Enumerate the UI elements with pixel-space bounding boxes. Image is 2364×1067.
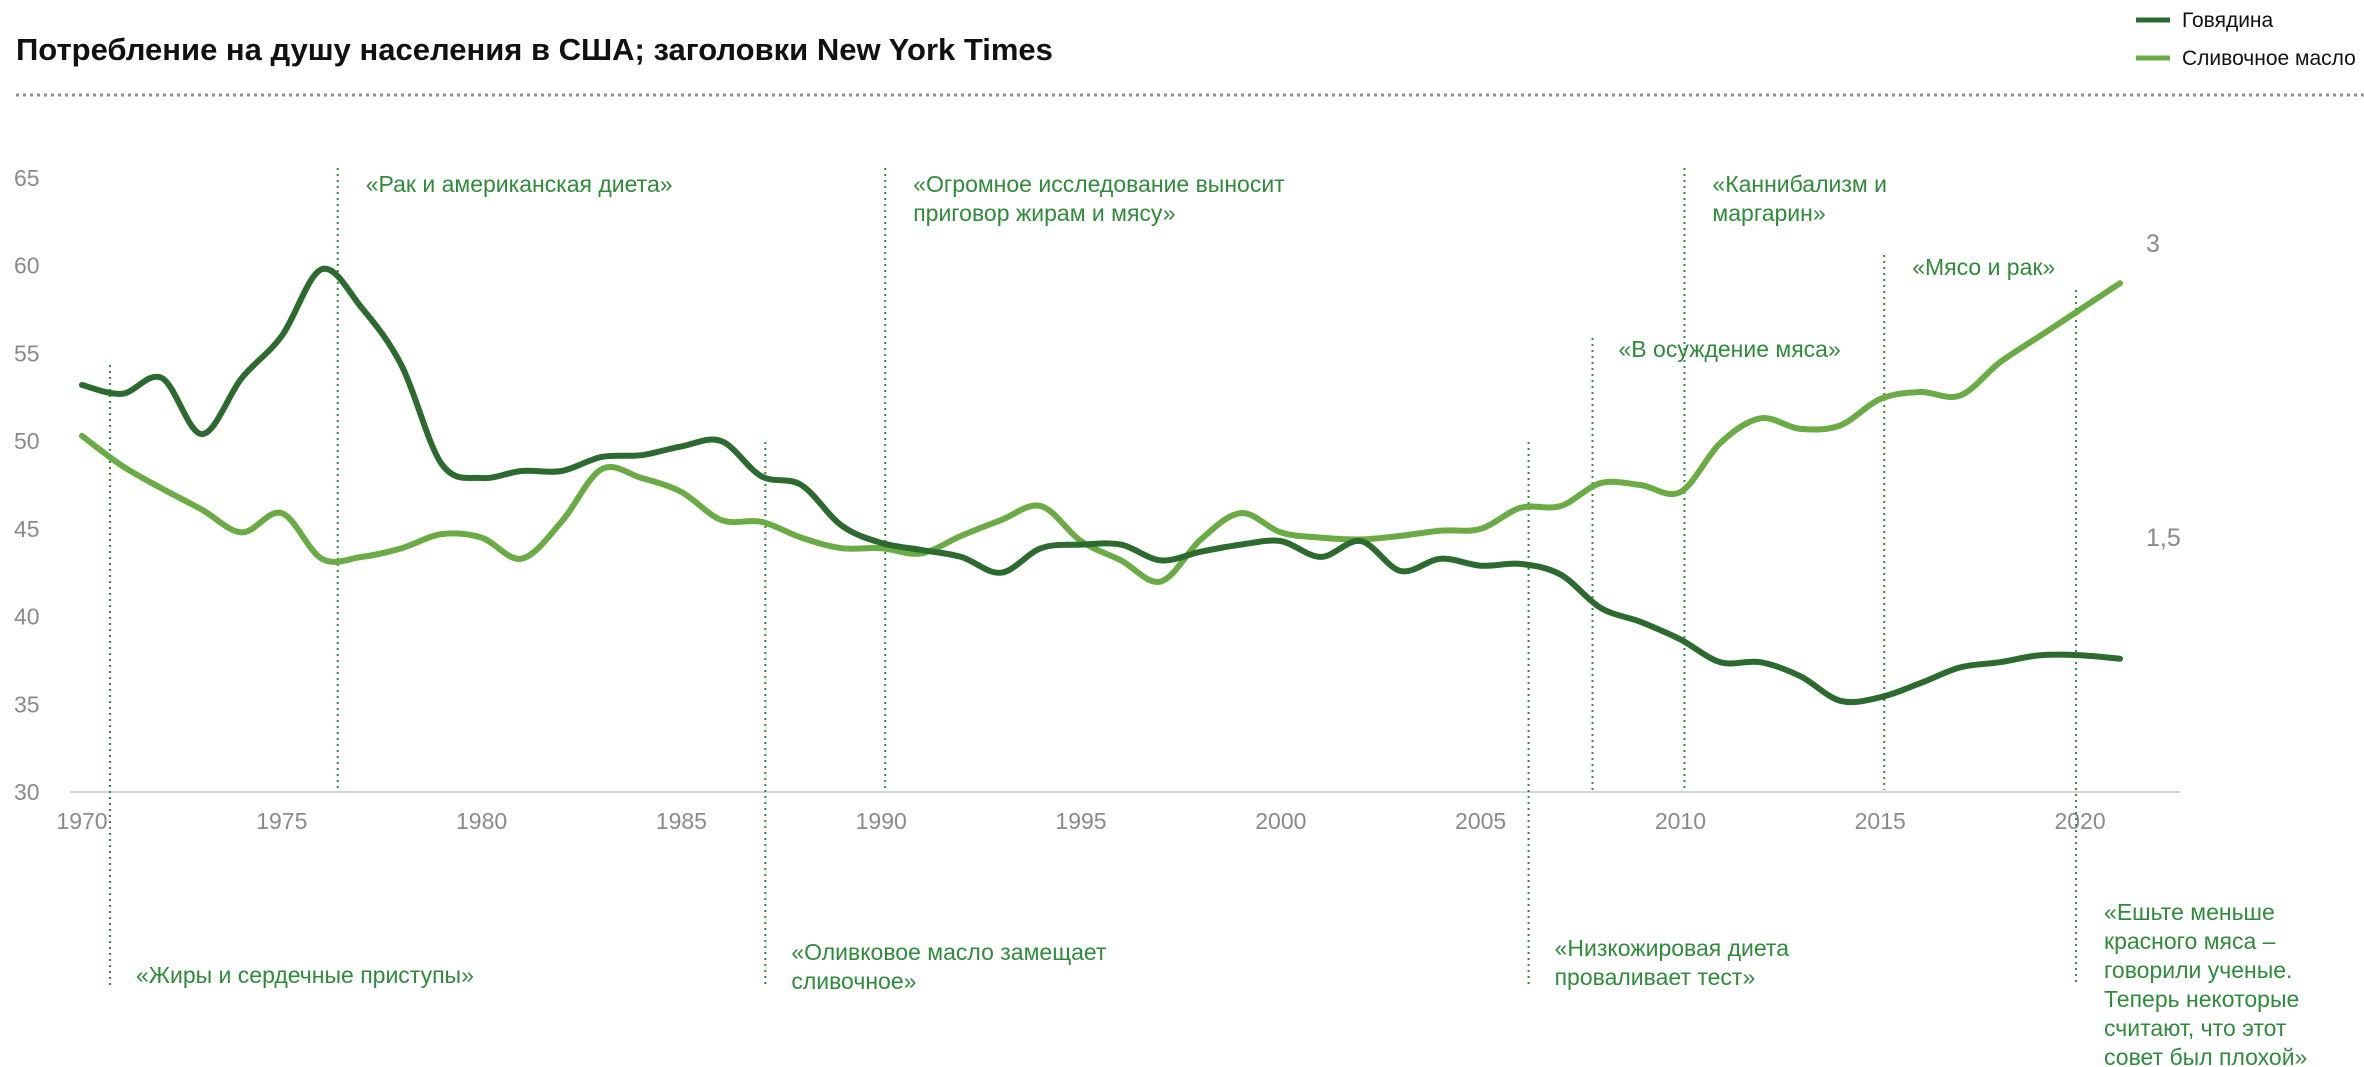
right-axis-labels: 31,5 bbox=[2146, 230, 2181, 552]
annotation-line-text: «Рак и американская диета» bbox=[366, 171, 673, 197]
chart-title: Потребление на душу населения в США; заг… bbox=[16, 32, 1053, 67]
right-axis-label: 3 bbox=[2146, 230, 2160, 258]
annotation-line-text: приговор жирам и мясу» bbox=[913, 200, 1175, 226]
annotation-text: «Огромное исследование выносит приговор ж… bbox=[913, 171, 1285, 226]
annotation-text: «Мясо и рак» bbox=[1912, 254, 2055, 280]
annotation-line-text: считают, что этот bbox=[2104, 1015, 2287, 1041]
annotation-line-text: сливочное» bbox=[791, 968, 916, 994]
y-tick-label: 45 bbox=[14, 516, 40, 542]
y-tick-label: 60 bbox=[14, 253, 40, 279]
annotation-line-text: «Жиры и сердечные приступы» bbox=[136, 962, 474, 988]
y-tick-label: 65 bbox=[14, 165, 40, 191]
y-tick-label: 30 bbox=[14, 779, 40, 805]
x-tick-label: 2000 bbox=[1255, 808, 1306, 834]
annotation-text: «Рак и американская диета» bbox=[366, 171, 673, 197]
x-tick-label: 1975 bbox=[256, 808, 307, 834]
series-layer bbox=[79, 265, 2123, 706]
annotation-line-text: «Каннибализм и bbox=[1712, 171, 1887, 197]
annotation-text: «Оливковое масло замещает сливочное» bbox=[791, 939, 1107, 994]
x-tick-label: 1995 bbox=[1055, 808, 1106, 834]
x-tick-label: 2015 bbox=[1855, 808, 1906, 834]
x-tick-label: 1980 bbox=[456, 808, 507, 834]
right-axis-label: 1,5 bbox=[2146, 524, 2181, 552]
x-tick-label: 1985 bbox=[656, 808, 707, 834]
annotation-line-text: «Мясо и рак» bbox=[1912, 254, 2055, 280]
annotation-line-text: проваливает тест» bbox=[1555, 964, 1756, 990]
annotation-text: «Каннибализм и маргарин» bbox=[1712, 171, 1887, 226]
x-tick-label: 2010 bbox=[1655, 808, 1706, 834]
annotations: «Жиры и сердечные приступы» «Рак и америк… bbox=[108, 168, 2307, 1067]
annotation-line-text: «Огромное исследование выносит bbox=[913, 171, 1285, 197]
annotation-text: «В осуждение мяса» bbox=[1619, 336, 1841, 362]
annotation-line-text: «В осуждение мяса» bbox=[1619, 336, 1841, 362]
legend-label: Сливочное масло bbox=[2182, 47, 2356, 70]
legend-label: Говядина bbox=[2182, 9, 2274, 32]
x-tick-label: 1970 bbox=[56, 808, 107, 834]
y-axis: 30 35 40 45 50 55 60 65 bbox=[14, 165, 40, 805]
legend: Говядина Сливочное масло bbox=[2136, 9, 2356, 70]
x-tick-label: 2020 bbox=[2054, 808, 2105, 834]
annotation-text: «Низкожировая диета проваливает тест» bbox=[1555, 935, 1790, 990]
annotation-line-text: красного мяса – bbox=[2104, 928, 2276, 954]
annotation-line-text: маргарин» bbox=[1712, 200, 1825, 226]
annotation-text: «Жиры и сердечные приступы» bbox=[136, 962, 474, 988]
x-tick-label: 2005 bbox=[1455, 808, 1506, 834]
series-line-butter bbox=[79, 280, 2123, 585]
y-tick-label: 40 bbox=[14, 604, 40, 630]
y-tick-label: 35 bbox=[14, 691, 40, 717]
annotation-line-text: «Ешьте меньше bbox=[2104, 899, 2275, 925]
annotation-line-text: Теперь некоторые bbox=[2104, 986, 2299, 1012]
annotation-line-text: «Низкожировая диета bbox=[1555, 935, 1790, 961]
x-tick-label: 1990 bbox=[856, 808, 907, 834]
series-line-beef bbox=[79, 265, 2123, 706]
y-tick-label: 50 bbox=[14, 428, 40, 454]
annotation-line-text: «Оливковое масло замещает bbox=[791, 939, 1107, 965]
x-axis: 1970 1975 1980 1985 1990 1995 2000 2005 2010 2015… bbox=[56, 808, 2105, 834]
annotation-line-text: совет был плохой» bbox=[2104, 1044, 2307, 1067]
annotation-text: «Ешьте меньше красного мяса – говорили уче… bbox=[2104, 899, 2307, 1067]
annotation-line-text: говорили ученые. bbox=[2104, 957, 2292, 983]
y-tick-label: 55 bbox=[14, 340, 40, 366]
